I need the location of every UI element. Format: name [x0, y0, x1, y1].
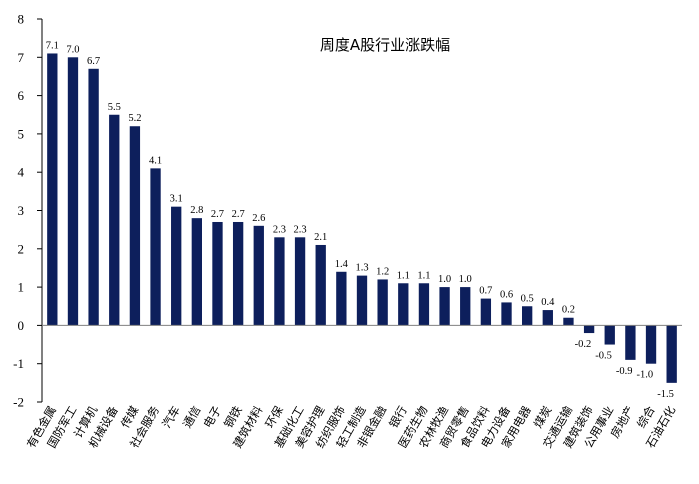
y-tick-label: 0 — [18, 318, 25, 333]
y-tick-label: 8 — [18, 12, 25, 27]
bar — [47, 53, 58, 326]
data-label: 2.3 — [273, 224, 286, 235]
data-label: 7.1 — [46, 40, 59, 51]
bar — [666, 325, 677, 383]
y-axis: -2 -1 0 1 2 3 4 5 6 7 8 — [13, 12, 43, 410]
data-label: 4.1 — [149, 155, 162, 166]
data-label: 6.7 — [87, 56, 100, 67]
bar — [604, 325, 615, 345]
bar — [439, 287, 450, 326]
y-tick-label: 2 — [18, 241, 25, 256]
data-label: 0.7 — [479, 286, 492, 297]
bar — [418, 283, 430, 326]
bar — [398, 283, 409, 326]
bar — [625, 325, 636, 360]
data-label: 0.6 — [500, 289, 513, 300]
data-label: 5.2 — [128, 113, 141, 124]
data-label: 2.8 — [190, 205, 203, 216]
category-label: 汽车 — [159, 404, 183, 431]
data-label: 2.3 — [294, 224, 307, 235]
data-label: 1.0 — [459, 274, 472, 285]
bar — [460, 287, 471, 326]
bar — [129, 126, 141, 326]
bar — [480, 298, 492, 326]
bar — [232, 221, 244, 326]
chart-title: 周度A股行业涨跌幅 — [320, 36, 450, 54]
bars — [47, 53, 677, 383]
y-tick-label: 3 — [18, 203, 25, 218]
bar — [294, 237, 306, 326]
category-label: 通信 — [180, 404, 204, 431]
bar — [274, 237, 285, 326]
bar — [542, 310, 553, 326]
bar — [191, 218, 202, 326]
bar — [563, 317, 574, 326]
bar — [583, 325, 595, 334]
data-label: 1.2 — [376, 266, 389, 277]
bar — [212, 221, 223, 326]
bar — [171, 206, 182, 326]
data-label: -0.5 — [595, 351, 612, 362]
data-label: 1.0 — [438, 274, 451, 285]
data-label: 2.1 — [314, 232, 327, 243]
data-label: -1.0 — [637, 370, 654, 381]
y-tick-label: 1 — [18, 280, 25, 295]
y-tick-label: 5 — [18, 126, 25, 141]
data-label: 5.5 — [108, 102, 121, 113]
data-label: 3.1 — [170, 194, 183, 205]
data-label: 0.5 — [521, 293, 534, 304]
data-label: 7.0 — [66, 44, 79, 55]
data-label: -1.5 — [657, 389, 674, 400]
y-tick-label: -1 — [13, 356, 24, 371]
data-label: 1.4 — [335, 259, 349, 270]
data-label: 1.3 — [355, 263, 368, 274]
data-label: 1.1 — [417, 270, 430, 281]
category-labels: 有色金属国防军工计算机机械设备传媒社会服务汽车通信电子钢铁建筑材料环保基础化工美… — [24, 403, 679, 450]
y-tick-label: 6 — [18, 88, 25, 103]
data-label: -0.2 — [575, 339, 592, 350]
data-labels: 7.1 7.0 6.7 5.5 5.2 4.1 3.1 2.8 2.7 2.7 2.6 2.3 2.3 2… — [46, 40, 674, 399]
bar — [88, 68, 99, 326]
bar — [109, 114, 120, 326]
data-label: -0.9 — [616, 366, 633, 377]
bar — [67, 57, 79, 326]
bar — [645, 325, 657, 364]
category-label: 电子 — [200, 404, 224, 431]
bar — [501, 302, 512, 326]
bar — [253, 225, 264, 326]
bar — [150, 168, 161, 326]
data-label: 1.1 — [397, 270, 410, 281]
data-label: 0.2 — [562, 305, 575, 316]
data-label: 2.7 — [232, 209, 245, 220]
data-label: 2.7 — [211, 209, 224, 220]
bar — [356, 275, 368, 326]
data-label: 2.6 — [252, 213, 265, 224]
y-tick-label: 7 — [18, 50, 25, 65]
y-tick-label: -2 — [13, 395, 24, 410]
bar — [336, 271, 347, 326]
bar — [522, 306, 533, 326]
y-tick-label: 4 — [18, 165, 25, 180]
bar — [377, 279, 388, 326]
bar — [315, 244, 326, 326]
data-label: 0.4 — [541, 297, 555, 308]
